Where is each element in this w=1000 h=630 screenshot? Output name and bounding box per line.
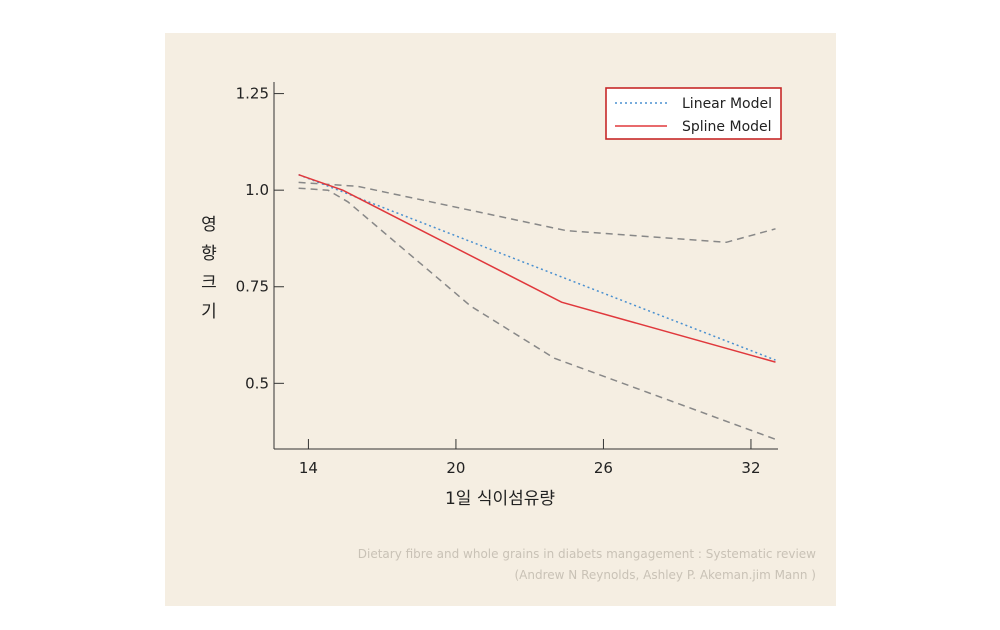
y-tick-label: 1.0 [245,181,269,199]
legend-linear-label: Linear Model [682,96,772,112]
x-tick-label: 14 [299,459,318,477]
legend-box [605,87,782,140]
series-layer [298,173,776,441]
x-tick-label: 20 [446,459,465,477]
legend: Linear Model Spline Model [605,87,782,140]
spline-model-line [298,173,776,363]
confidence-bound-line [298,187,776,441]
y-tick-label: 0.5 [245,374,269,392]
credit-line-1: Dietary fibre and whole grains in diabet… [357,547,816,561]
legend-spline-label: Spline Model [682,119,772,135]
x-tick-label: 26 [594,459,613,477]
axes: 0.5 0.75 1.0 1.25 14 20 26 32 [236,82,778,477]
y-tick-label: 0.75 [236,278,269,296]
chart-panel: 0.5 0.75 1.0 1.25 14 20 26 32 Linear Model Spli… [165,33,836,606]
chart: 0.5 0.75 1.0 1.25 14 20 26 32 Linear Model Spli… [201,82,782,509]
x-tick-label: 32 [741,459,760,477]
x-axis-title: 1일 식이섬유량 [445,489,555,509]
linear-model-line [298,174,776,361]
confidence-bound-line [298,181,776,244]
credit-line-2: (Andrew N Reynolds, Ashley P. Akeman.jim… [514,568,816,582]
y-tick-label: 1.25 [236,85,269,103]
